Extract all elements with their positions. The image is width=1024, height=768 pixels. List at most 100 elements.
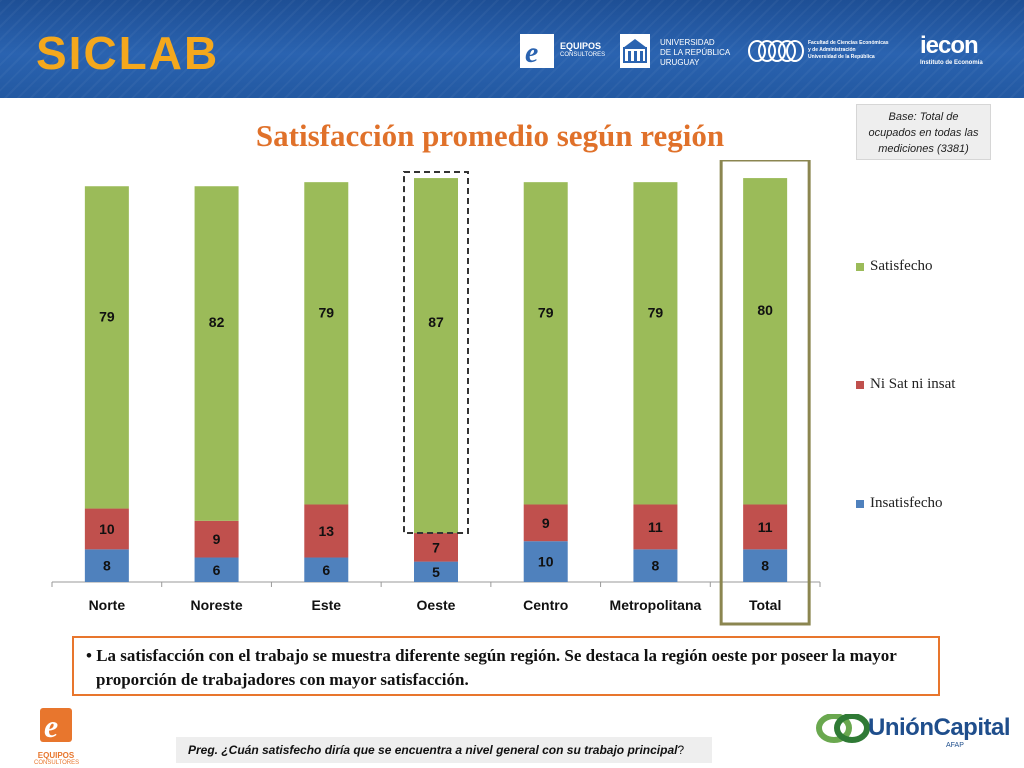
data-label: 82: [209, 314, 225, 330]
bar-segment: [743, 178, 788, 505]
bar-segment: [523, 182, 568, 505]
chart-title: Satisfacción promedio según región: [255, 118, 725, 153]
iecon-sub: Instituto de Economía: [920, 60, 983, 66]
base-note-line1: Base: Total de: [888, 111, 959, 123]
udelar-line1: UNIVERSIDAD: [660, 38, 715, 47]
equipos-e-icon: e: [40, 708, 72, 744]
legend-swatch: [856, 262, 864, 271]
category-label: Metropolitana: [610, 597, 702, 613]
data-label: 80: [757, 302, 773, 318]
legend-swatch: [856, 499, 864, 508]
survey-question: Preg. ¿Cuán satisfecho diría que se encu…: [176, 737, 712, 763]
union-capital-rings-icon: [816, 714, 870, 743]
equipos-name: EQUIPOS: [560, 41, 602, 51]
bar-segment: [743, 504, 788, 550]
equipos-e-icon: e: [525, 36, 538, 69]
data-label: 7: [432, 539, 440, 555]
bar-segment: [633, 549, 678, 582]
stacked-bar-chart: 8 10 79 Norte 6 9 82 Noreste 6 13 79 Este 5 7 87 Oeste 1…: [51, 160, 821, 626]
equipos-logo: e: [520, 34, 554, 69]
category-label: Centro: [523, 597, 568, 613]
data-label: 6: [322, 562, 330, 578]
data-label: 11: [758, 519, 773, 535]
udelar-logo: [620, 34, 650, 68]
union-capital-logo: UniónCapital AFAP: [816, 710, 1011, 750]
data-label: 11: [648, 519, 663, 535]
bar-segment: [84, 549, 129, 582]
bar-segment: [304, 504, 349, 558]
data-label: 9: [213, 531, 221, 547]
data-label: 79: [99, 309, 115, 325]
base-note-line3: mediciones (3381): [878, 143, 969, 155]
brand-logo: SICLAB: [36, 27, 220, 79]
university-building-icon: [623, 39, 647, 63]
bar-segment: [414, 533, 458, 562]
data-label: 79: [648, 305, 664, 321]
highlight-solid-box: [719, 160, 811, 626]
data-label: 79: [318, 305, 334, 321]
category-label: Norte: [89, 597, 126, 613]
bar-segment: [84, 508, 129, 550]
footer-equipos-sub: CONSULTORES: [34, 760, 80, 766]
note-text: La satisfacción con el trabajo se muestr…: [96, 646, 897, 689]
data-label: 9: [542, 515, 550, 531]
svg-text:e: e: [525, 36, 538, 68]
category-label: Noreste: [191, 597, 243, 613]
data-label: 79: [538, 305, 554, 321]
bar-segment: [194, 520, 239, 558]
fcea-rings-icon: [748, 40, 804, 62]
svg-text:e: e: [44, 708, 58, 744]
bar-segment: [523, 504, 568, 542]
fcea-line3: Universidad de la República: [808, 54, 875, 60]
question-text: Preg. ¿Cuán satisfecho diría que se encu…: [188, 743, 678, 757]
note-bullet: •: [86, 646, 92, 665]
data-label: 10: [99, 521, 115, 537]
bar-segment: [304, 557, 349, 582]
fcea-line1: Facultad de Ciencias Económicas: [808, 40, 889, 46]
udelar-line2: DE LA REPÚBLICA: [660, 48, 731, 57]
union-capital-sub: AFAP: [946, 742, 964, 749]
footer-equipos-name: EQUIPOS: [37, 751, 75, 760]
iecon-name: iecon: [920, 32, 979, 59]
conclusion-note: • La satisfacción con el trabajo se mues…: [72, 636, 940, 696]
category-label: Oeste: [417, 597, 456, 613]
data-label: 8: [761, 558, 769, 574]
udelar-line3: URUGUAY: [660, 58, 700, 67]
bar-segment: [194, 186, 239, 521]
bar-segment: [414, 178, 458, 534]
data-label: 10: [538, 554, 554, 570]
legend-item: Satisfecho: [856, 258, 932, 275]
bar-segment: [84, 186, 129, 509]
equipos-sub: CONSULTORES: [560, 52, 606, 58]
legend-item: Ni Sat ni insat: [856, 376, 955, 393]
data-label: 13: [318, 523, 334, 539]
bar-segment: [194, 557, 239, 582]
bar-segment: [414, 561, 458, 582]
header-texture: [0, 0, 1024, 98]
legend-swatch: [856, 380, 864, 389]
bar-segment: [743, 549, 788, 582]
bar-segment: [304, 182, 349, 505]
bar-segment: [523, 541, 568, 582]
legend-label: Satisfecho: [870, 258, 933, 274]
data-label: 8: [652, 558, 660, 574]
legend-item: Insatisfecho: [856, 495, 942, 512]
base-note: Base: Total de ocupados en todas las med…: [856, 104, 991, 160]
data-label: 6: [213, 562, 221, 578]
data-label: 8: [103, 558, 111, 574]
legend-label: Insatisfecho: [870, 495, 943, 511]
footer-equipos-logo: e EQUIPOS CONSULTORES: [34, 706, 79, 766]
category-label: Este: [311, 597, 341, 613]
highlight-dashed-box: [403, 171, 469, 535]
fcea-line2: y de Administración: [808, 47, 856, 53]
category-label: Total: [749, 597, 781, 613]
data-label: 5: [432, 564, 440, 580]
bar-segment: [633, 504, 678, 550]
union-capital-name: UniónCapital: [868, 714, 1011, 741]
legend-label: Ni Sat ni insat: [870, 376, 956, 392]
base-note-line2: ocupados en todas las: [868, 127, 979, 139]
question-mark: ?: [677, 743, 685, 757]
data-label: 87: [428, 314, 444, 330]
bar-segment: [633, 182, 678, 505]
header-banner: SICLAB e EQUIPOS CONSULTORES UNIVERSIDAD…: [0, 0, 1024, 98]
